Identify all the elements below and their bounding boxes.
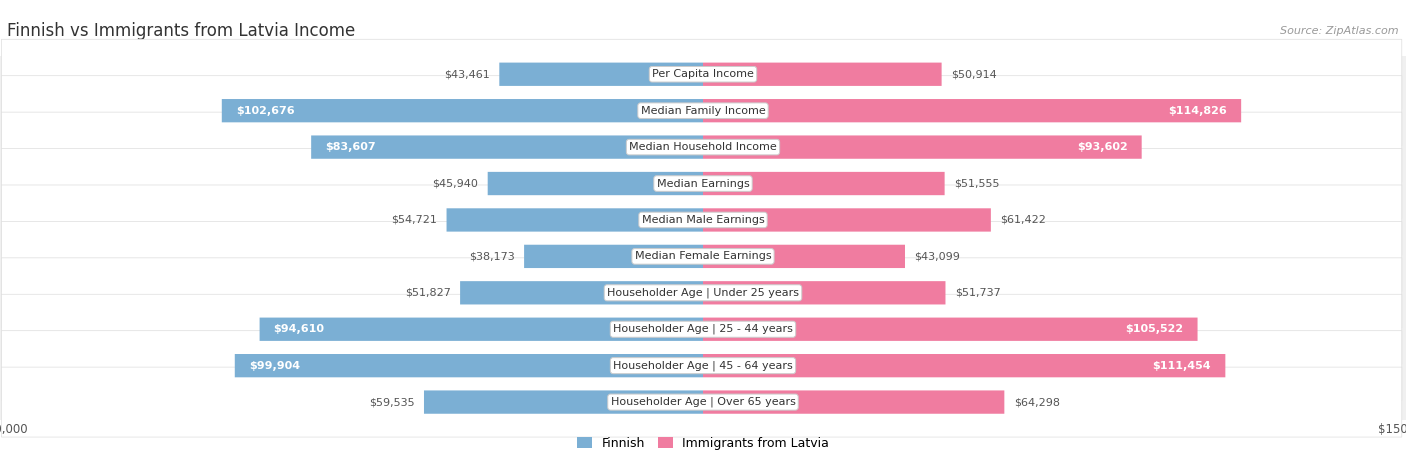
Text: Finnish vs Immigrants from Latvia Income: Finnish vs Immigrants from Latvia Income (7, 22, 356, 40)
Text: $51,737: $51,737 (955, 288, 1001, 298)
FancyBboxPatch shape (1, 331, 1402, 401)
FancyBboxPatch shape (1, 367, 1402, 437)
Text: $102,676: $102,676 (236, 106, 294, 116)
FancyBboxPatch shape (447, 208, 703, 232)
Text: $59,535: $59,535 (368, 397, 415, 407)
Text: $51,555: $51,555 (955, 178, 1000, 189)
Text: $94,610: $94,610 (274, 324, 325, 334)
FancyBboxPatch shape (1, 149, 1402, 219)
Text: $105,522: $105,522 (1125, 324, 1184, 334)
Text: Householder Age | Under 25 years: Householder Age | Under 25 years (607, 288, 799, 298)
FancyBboxPatch shape (1, 76, 1402, 146)
FancyBboxPatch shape (703, 245, 905, 268)
FancyBboxPatch shape (460, 281, 703, 304)
FancyBboxPatch shape (425, 390, 703, 414)
FancyBboxPatch shape (1, 39, 1402, 109)
FancyBboxPatch shape (311, 135, 703, 159)
Legend: Finnish, Immigrants from Latvia: Finnish, Immigrants from Latvia (576, 437, 830, 450)
Text: Householder Age | 45 - 64 years: Householder Age | 45 - 64 years (613, 361, 793, 371)
Text: Source: ZipAtlas.com: Source: ZipAtlas.com (1281, 26, 1399, 36)
FancyBboxPatch shape (1, 185, 1402, 255)
FancyBboxPatch shape (703, 390, 1004, 414)
Text: $51,827: $51,827 (405, 288, 451, 298)
Text: Householder Age | 25 - 44 years: Householder Age | 25 - 44 years (613, 324, 793, 334)
FancyBboxPatch shape (703, 318, 1198, 341)
Text: Per Capita Income: Per Capita Income (652, 69, 754, 79)
Text: Median Female Earnings: Median Female Earnings (634, 251, 772, 262)
Text: Median Household Income: Median Household Income (628, 142, 778, 152)
FancyBboxPatch shape (703, 172, 945, 195)
FancyBboxPatch shape (524, 245, 703, 268)
FancyBboxPatch shape (1, 221, 1402, 291)
FancyBboxPatch shape (703, 135, 1142, 159)
Text: Householder Age | Over 65 years: Householder Age | Over 65 years (610, 397, 796, 407)
Text: $61,422: $61,422 (1000, 215, 1046, 225)
Text: $111,454: $111,454 (1153, 361, 1212, 371)
Text: Median Family Income: Median Family Income (641, 106, 765, 116)
FancyBboxPatch shape (703, 208, 991, 232)
FancyBboxPatch shape (260, 318, 703, 341)
Text: $114,826: $114,826 (1168, 106, 1227, 116)
Text: $38,173: $38,173 (470, 251, 515, 262)
FancyBboxPatch shape (703, 99, 1241, 122)
Text: $99,904: $99,904 (249, 361, 299, 371)
FancyBboxPatch shape (703, 281, 945, 304)
FancyBboxPatch shape (703, 354, 1226, 377)
FancyBboxPatch shape (1, 294, 1402, 364)
FancyBboxPatch shape (1, 258, 1402, 328)
Text: $45,940: $45,940 (433, 178, 478, 189)
FancyBboxPatch shape (499, 63, 703, 86)
Text: $43,461: $43,461 (444, 69, 489, 79)
Text: $93,602: $93,602 (1077, 142, 1128, 152)
FancyBboxPatch shape (222, 99, 703, 122)
Text: $83,607: $83,607 (325, 142, 375, 152)
FancyBboxPatch shape (703, 63, 942, 86)
Text: Median Earnings: Median Earnings (657, 178, 749, 189)
Text: $50,914: $50,914 (950, 69, 997, 79)
Text: Median Male Earnings: Median Male Earnings (641, 215, 765, 225)
FancyBboxPatch shape (488, 172, 703, 195)
Text: $64,298: $64,298 (1014, 397, 1060, 407)
FancyBboxPatch shape (235, 354, 703, 377)
Text: $43,099: $43,099 (914, 251, 960, 262)
Text: $54,721: $54,721 (391, 215, 437, 225)
FancyBboxPatch shape (1, 112, 1402, 182)
